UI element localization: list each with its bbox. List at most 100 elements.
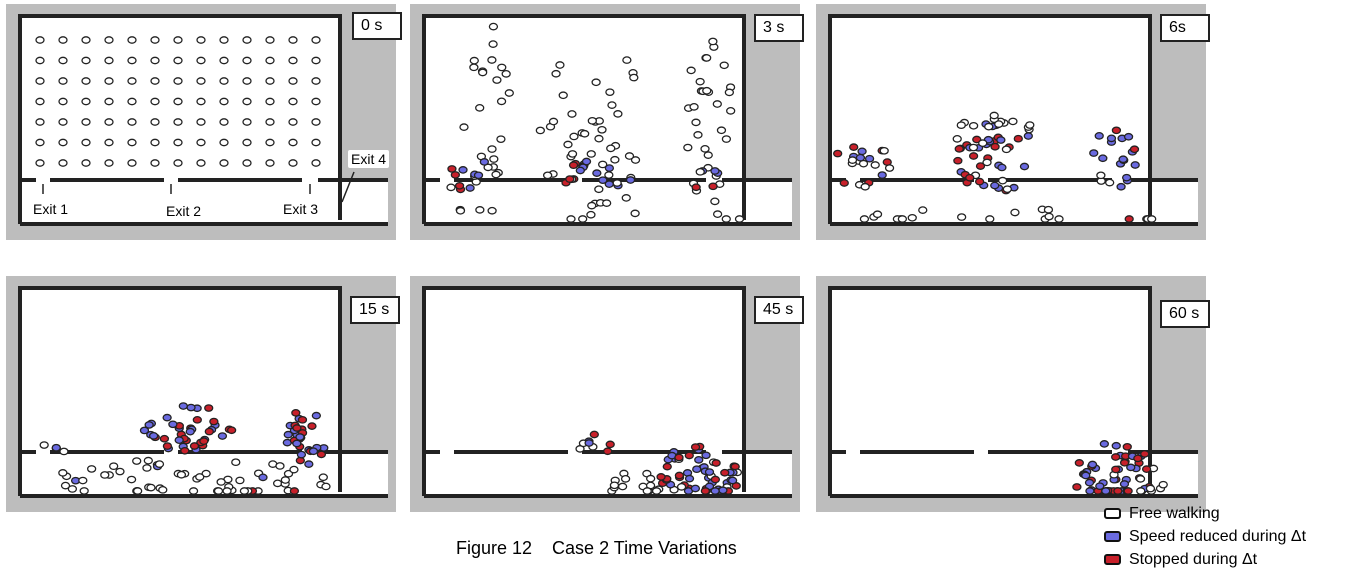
agent-marker	[567, 110, 577, 118]
exit-4-label: Exit 4	[348, 150, 390, 168]
agent-marker	[196, 77, 206, 85]
agent-marker	[219, 118, 229, 126]
room-outer-wall	[422, 286, 746, 496]
agent-marker	[656, 473, 666, 481]
agent-marker	[196, 159, 206, 167]
agent-marker	[700, 487, 711, 495]
agent-marker	[173, 56, 183, 65]
agent-marker	[965, 173, 975, 182]
agent-marker	[691, 183, 701, 192]
agent-marker	[985, 215, 995, 223]
panel-60s: 60 s	[816, 276, 1210, 512]
agent-marker	[602, 199, 612, 207]
agent-marker	[447, 165, 457, 173]
agent-marker	[173, 118, 183, 126]
agent-marker	[58, 56, 68, 65]
agent-marker	[58, 469, 68, 477]
agent-marker	[975, 162, 986, 170]
room-outer-wall	[18, 286, 342, 496]
agent-marker	[1044, 212, 1054, 221]
panel-canvas	[18, 14, 388, 226]
agent-marker	[857, 147, 867, 156]
agent-marker	[1019, 162, 1030, 171]
agent-marker	[954, 145, 964, 153]
agent-marker	[604, 164, 615, 172]
agent-marker	[1105, 178, 1115, 187]
agent-marker	[173, 97, 183, 106]
agent-marker	[708, 37, 718, 46]
time-label: 6s	[1160, 14, 1210, 42]
agent-marker	[180, 446, 190, 455]
room-floor	[830, 288, 1150, 496]
agent-marker	[58, 138, 68, 147]
agent-marker	[292, 439, 302, 448]
agent-marker	[1147, 215, 1157, 223]
agent-marker	[109, 462, 119, 471]
agent-marker	[651, 487, 662, 495]
agent-marker	[703, 151, 713, 159]
agent-marker	[465, 184, 475, 192]
agent-marker	[994, 120, 1004, 128]
agent-marker	[700, 145, 710, 153]
agent-marker	[695, 77, 705, 86]
agent-marker	[1095, 482, 1105, 491]
agent-marker	[1145, 484, 1156, 493]
free-walking-swatch-icon	[1104, 508, 1121, 519]
agent-marker	[226, 426, 237, 435]
agent-marker	[81, 118, 91, 126]
agent-marker	[701, 451, 711, 460]
agent-marker	[478, 68, 488, 77]
agent-marker	[724, 88, 735, 97]
agent-marker	[150, 159, 160, 167]
corridor-floor	[1150, 180, 1198, 224]
agent-marker	[710, 167, 720, 175]
agent-marker	[1119, 458, 1130, 467]
agent-marker	[918, 206, 928, 214]
agent-marker	[617, 482, 628, 491]
agent-marker	[1118, 155, 1128, 164]
agent-marker	[606, 144, 616, 153]
agent-marker	[684, 451, 694, 460]
agent-marker	[496, 135, 506, 144]
agent-marker	[1008, 117, 1018, 126]
agent-marker	[311, 138, 321, 147]
agent-marker	[473, 171, 484, 180]
agent-marker	[1123, 487, 1133, 495]
agent-marker	[311, 36, 321, 44]
room-floor	[20, 288, 340, 496]
agent-marker	[662, 462, 672, 471]
agent-marker	[594, 134, 604, 143]
agent-marker	[1002, 185, 1012, 194]
agent-marker	[594, 185, 604, 194]
agent-marker	[242, 97, 252, 106]
agent-marker	[311, 159, 321, 167]
agent-marker	[146, 483, 156, 492]
agent-marker	[265, 138, 275, 147]
agent-marker	[311, 77, 321, 85]
agent-marker	[288, 138, 298, 147]
agent-marker	[695, 167, 705, 176]
panel-canvas	[828, 286, 1198, 498]
agent-marker	[968, 143, 979, 152]
agent-marker	[727, 476, 738, 485]
agent-marker	[584, 439, 594, 447]
agent-marker	[624, 152, 635, 160]
agent-marker	[176, 470, 187, 479]
agent-marker	[568, 161, 579, 170]
agent-marker	[475, 206, 485, 214]
agent-marker	[630, 209, 640, 218]
agent-marker	[1106, 134, 1117, 143]
agent-marker	[581, 157, 592, 166]
agent-marker	[150, 138, 160, 147]
agent-marker	[897, 215, 908, 223]
agent-marker	[907, 213, 917, 222]
agent-marker	[676, 482, 687, 491]
time-label: 15 s	[350, 296, 400, 324]
stopped-swatch-icon	[1104, 554, 1121, 565]
corridor-floor	[340, 452, 388, 496]
agent-marker	[168, 420, 178, 429]
agent-marker	[877, 171, 887, 179]
agent-marker	[710, 487, 720, 495]
agent-marker	[1098, 154, 1108, 163]
agent-marker	[307, 422, 317, 430]
